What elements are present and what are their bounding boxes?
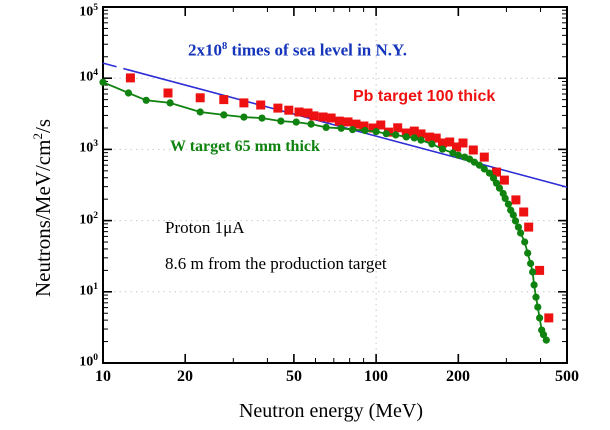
y-tick-label-10e5: 105	[79, 3, 98, 20]
annotation-sea-level-exponent: 8	[222, 41, 228, 52]
x-tick-label-200: 200	[446, 368, 470, 385]
y-axis-title-suffix: /s	[31, 119, 55, 134]
x-tick-label-20: 20	[177, 368, 193, 385]
y-tick-label-10e2: 102	[79, 211, 98, 228]
y-tick-label-10e0: 100	[79, 353, 98, 370]
y-axis-title: Neutrons/MeV/cm2/s	[30, 58, 58, 358]
annotation-distance: 8.6 m from the production target	[165, 254, 387, 273]
y-axis-title-exponent: 2	[30, 133, 45, 140]
annotation-sea-level: 2x108 times of sea level in N.Y.	[188, 41, 407, 60]
x-axis-title: Neutron energy (MeV)	[238, 400, 423, 422]
annotation-proton-current: Proton 1μA	[165, 218, 245, 237]
annotation-sea-level-prefix: 2x10	[188, 40, 222, 60]
x-tick-label-100: 100	[364, 368, 388, 385]
y-tick-label-10e1: 101	[79, 282, 98, 299]
x-tick-label-50: 50	[286, 368, 302, 385]
axis-ticks	[102, 6, 568, 364]
x-tick-label-500: 500	[555, 368, 579, 385]
series-pb-target	[125, 73, 554, 323]
y-tick-label-10e4: 104	[79, 68, 98, 85]
series-w-target	[99, 78, 550, 344]
y-tick-label-10e3: 103	[79, 139, 98, 156]
plot-frame	[102, 6, 568, 364]
x-tick-label-10: 10	[95, 368, 111, 385]
gridlines	[103, 7, 567, 363]
annotation-sea-level-suffix: times of sea level in N.Y.	[227, 40, 408, 60]
annotation-pb-target: Pb target 100 thick	[353, 88, 496, 105]
annotation-w-target: W target 65 mm thick	[170, 138, 320, 155]
